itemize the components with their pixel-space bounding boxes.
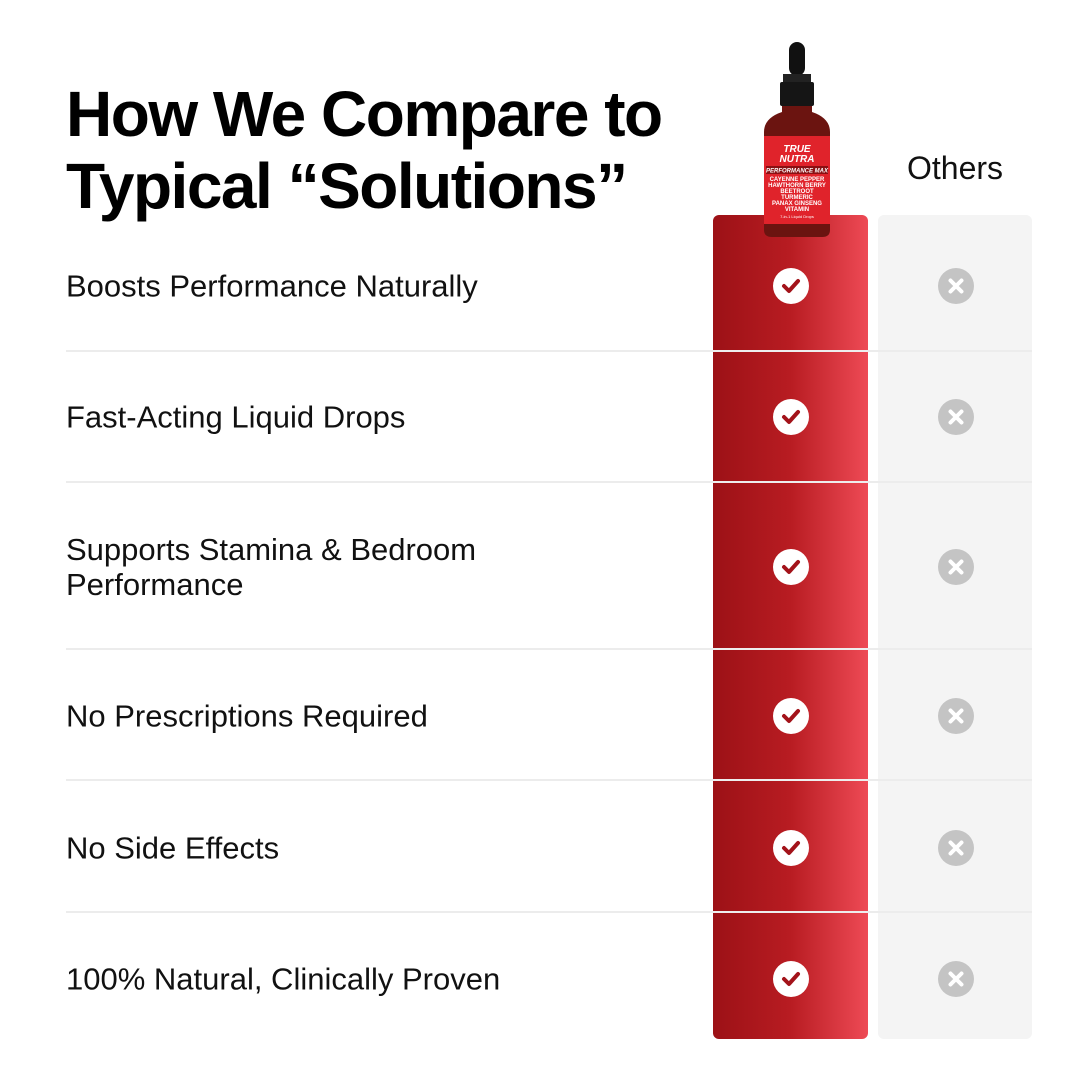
svg-text:TRUE: TRUE bbox=[783, 144, 811, 155]
check-icon bbox=[773, 549, 809, 585]
x-icon bbox=[938, 549, 974, 585]
comparison-row: Fast-Acting Liquid Drops bbox=[66, 352, 1032, 482]
product-column bbox=[713, 215, 868, 1039]
check-icon bbox=[773, 399, 809, 435]
svg-text:BEETROOT: BEETROOT bbox=[780, 189, 814, 195]
x-icon bbox=[938, 268, 974, 304]
others-column-header: Others bbox=[906, 150, 1004, 186]
x-icon bbox=[938, 961, 974, 997]
row-label: 100% Natural, Clinically Proven bbox=[66, 961, 501, 997]
row-label: Fast-Acting Liquid Drops bbox=[66, 399, 406, 435]
row-divider bbox=[66, 481, 1032, 483]
svg-text:TURMERIC: TURMERIC bbox=[781, 195, 813, 201]
x-icon bbox=[938, 830, 974, 866]
check-icon bbox=[773, 268, 809, 304]
others-column bbox=[878, 215, 1032, 1039]
comparison-row: 100% Natural, Clinically Proven bbox=[66, 914, 1032, 1044]
x-icon bbox=[938, 399, 974, 435]
row-divider bbox=[66, 779, 1032, 781]
svg-text:PANAX GINSENG: PANAX GINSENG bbox=[772, 201, 822, 207]
comparison-row: No Side Effects bbox=[66, 783, 1032, 913]
x-icon bbox=[938, 698, 974, 734]
row-divider bbox=[66, 911, 1032, 913]
comparison-row: Boosts Performance Naturally bbox=[66, 221, 1032, 351]
svg-text:CAYENNE PEPPER: CAYENNE PEPPER bbox=[770, 177, 825, 183]
product-bottle-image: TRUE NUTRA PERFORMANCE MAX CAYENNE PEPPE… bbox=[764, 42, 830, 237]
check-icon bbox=[773, 830, 809, 866]
svg-text:NUTRA: NUTRA bbox=[780, 154, 815, 165]
row-label: Boosts Performance Naturally bbox=[66, 268, 478, 304]
svg-text:VITAMIN: VITAMIN bbox=[785, 207, 809, 213]
comparison-row: Supports Stamina & Bedroom Performance bbox=[66, 484, 1032, 650]
check-icon bbox=[773, 698, 809, 734]
comparison-row: No Prescriptions Required bbox=[66, 651, 1032, 781]
svg-text:7-in-1 Liquid Drops: 7-in-1 Liquid Drops bbox=[780, 214, 814, 219]
check-icon bbox=[773, 961, 809, 997]
page-title: How We Compare to Typical “Solutions” bbox=[66, 78, 663, 222]
row-divider bbox=[66, 648, 1032, 650]
svg-text:HAWTHORN BERRY: HAWTHORN BERRY bbox=[768, 183, 826, 189]
svg-text:PERFORMANCE MAX: PERFORMANCE MAX bbox=[766, 169, 829, 175]
row-label: No Prescriptions Required bbox=[66, 698, 428, 734]
row-label: No Side Effects bbox=[66, 830, 280, 866]
row-label: Supports Stamina & Bedroom Performance bbox=[66, 532, 477, 602]
row-divider bbox=[66, 350, 1032, 352]
